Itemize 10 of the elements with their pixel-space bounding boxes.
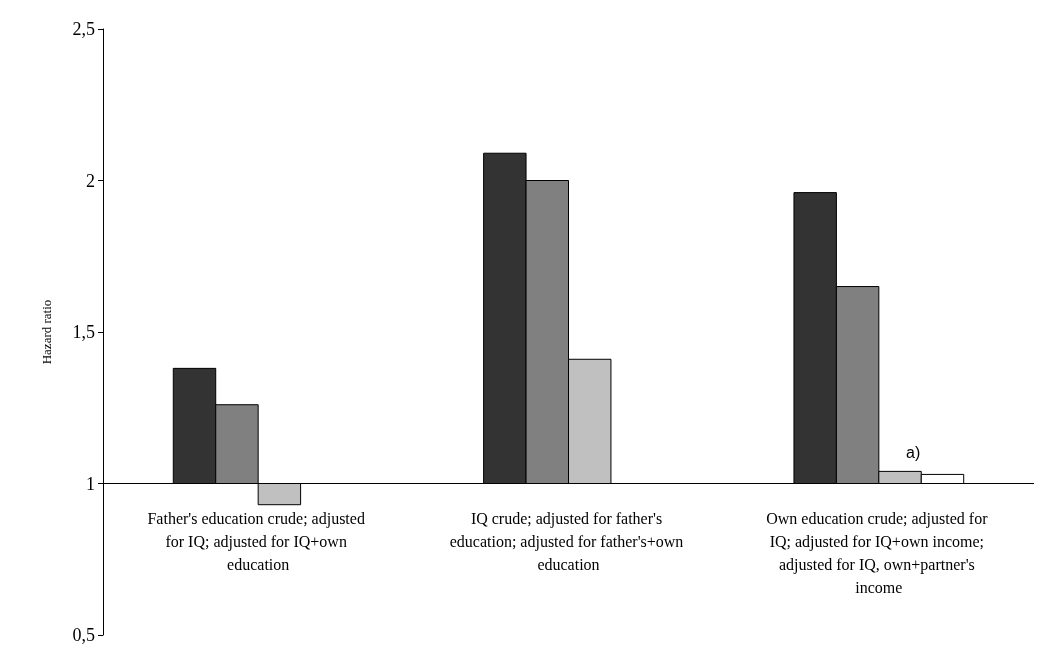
- y-tick-label: 2,5: [72, 19, 95, 39]
- annotation: a): [906, 443, 921, 461]
- y-tick-label: 0,5: [72, 625, 95, 645]
- y-tick-label: 2: [86, 170, 95, 191]
- x-tick-label: Father's education crude; adjusted for IQ; adjusted for IQ+own education: [147, 510, 369, 573]
- y-tick-label: 1,5: [72, 322, 95, 342]
- y-axis-title: Hazard ratio: [39, 299, 54, 365]
- x-tick-label: IQ crude; adjusted for father's education; adjusted for father's+own education: [449, 510, 688, 573]
- x-tick-label: Own education crude; adjusted for IQ; adjusted for IQ+own income; adjusted for IQ, own+partner's income: [766, 510, 992, 596]
- y-tick-label: 1: [86, 473, 95, 494]
